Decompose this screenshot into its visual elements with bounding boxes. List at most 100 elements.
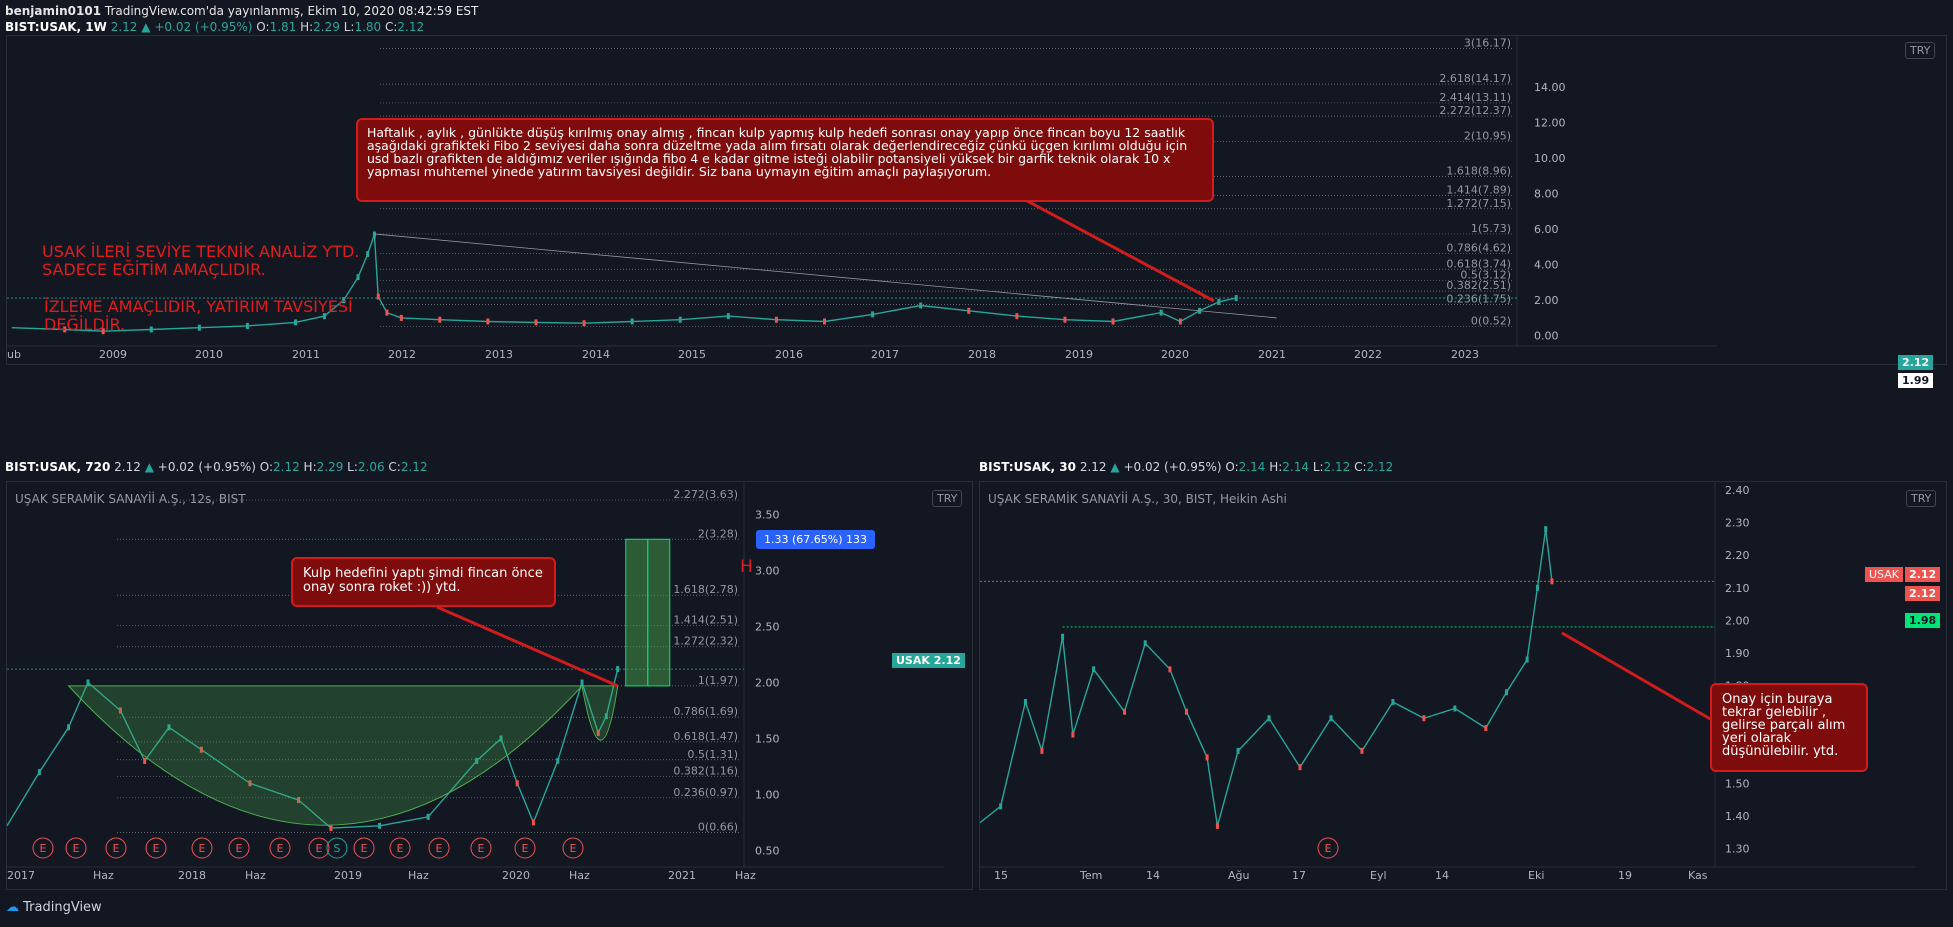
fib-level-label: 1.414(2.51) xyxy=(673,613,738,626)
event-marker xyxy=(145,837,167,859)
tradingview-logo[interactable]: ☁ TradingView xyxy=(6,900,102,915)
x-tick-label: Haz xyxy=(735,869,756,882)
event-marker xyxy=(228,837,250,859)
m30-chart-pane[interactable]: 15Tem14Ağu17Eyl14Eki19Kas1.301.401.501.6… xyxy=(979,481,1947,890)
event-marker xyxy=(1317,837,1339,859)
x-tick-label: 2021 xyxy=(1258,348,1286,361)
onay-note[interactable]: Onay için buraya tekrar gelebilir , geli… xyxy=(1710,683,1868,772)
x-tick-label: 2021 xyxy=(668,869,696,882)
price-point xyxy=(149,326,153,333)
event-marker-label: E xyxy=(522,842,529,855)
event-marker-label: E xyxy=(397,842,404,855)
price-point xyxy=(67,724,71,731)
fib-level-label: 1.618(8.96) xyxy=(1446,165,1511,178)
up-triangle-icon: ▲ xyxy=(144,460,154,474)
event-marker xyxy=(428,837,450,859)
event-marker xyxy=(191,837,213,859)
price-point xyxy=(1453,705,1457,712)
m30-low: 2.12 xyxy=(1323,460,1351,474)
h12-symbol: BIST:USAK, 720 xyxy=(5,460,111,474)
h12-chart-svg[interactable]: 2017 Haz 2018 Haz 2019 Haz 2020 Haz 2021 Haz 0.50 1… xyxy=(7,482,974,891)
price-point xyxy=(596,729,600,736)
y-tick-label: 2.40 xyxy=(1725,484,1750,497)
y-tick-label: 1.40 xyxy=(1725,810,1750,823)
m30-high: 2.14 xyxy=(1282,460,1309,474)
fib-level-label: 0.5(3.12) xyxy=(1460,268,1511,281)
event-marker xyxy=(308,837,330,859)
fib-level-label: 0.382(1.16) xyxy=(673,765,738,778)
footer-brand: TradingView xyxy=(23,900,102,915)
fib-level-label: 2.414(13.11) xyxy=(1439,91,1511,104)
price-point xyxy=(1298,764,1302,771)
price-point xyxy=(372,231,376,238)
x-tick-label: 2019 xyxy=(1065,348,1093,361)
y-tick-label: 2.10 xyxy=(1725,582,1750,595)
publish-header: benjamin0101 TradingView.com'da yayınlan… xyxy=(5,4,478,18)
y-tick-label: 10.00 xyxy=(1534,152,1566,165)
x-tick-label: Tem xyxy=(1079,869,1102,882)
price-point xyxy=(245,322,249,329)
h12-high: 2.29 xyxy=(316,460,344,474)
weekly-low: 1.80 xyxy=(354,20,382,34)
weekly-close: 2.12 xyxy=(397,20,425,34)
price-point xyxy=(322,313,326,320)
weekly-open: 1.81 xyxy=(269,20,297,34)
kulp-note[interactable]: Kulp hedefini yaptı şimdi fincan önce on… xyxy=(291,557,556,607)
y-tick-label: 2.20 xyxy=(1725,549,1750,562)
price-point xyxy=(1159,309,1163,316)
handle-shape xyxy=(581,685,619,741)
h12-title: UŞAK SERAMİK SANAYİİ A.Ş., 12s, BIST xyxy=(15,492,246,506)
y-tick-label: 2.30 xyxy=(1725,517,1750,530)
price-point xyxy=(1015,313,1019,320)
x-tick-label: Haz xyxy=(408,869,429,882)
currency-button[interactable]: TRY xyxy=(932,490,963,507)
price-point xyxy=(630,318,634,325)
price-point xyxy=(1205,754,1209,761)
price-point xyxy=(1267,715,1271,722)
y-tick-label: 2.00 xyxy=(1534,294,1559,307)
weekly-legend: BIST:USAK, 1W 2.12 ▲ +0.02 (+0.95%) O:1.… xyxy=(5,20,425,34)
price-point xyxy=(86,679,90,686)
weekly-last: 2.12 xyxy=(110,20,138,34)
event-marker-label: E xyxy=(236,842,243,855)
currency-button[interactable]: TRY xyxy=(1906,490,1937,507)
x-tick-label: 2010 xyxy=(195,348,223,361)
price-point xyxy=(616,666,620,673)
y-tick-label: 6.00 xyxy=(1534,223,1559,236)
x-tick-label: 2012 xyxy=(388,348,416,361)
x-tick-label: 2020 xyxy=(1161,348,1189,361)
fib-level-label: 0.786(4.62) xyxy=(1446,242,1511,255)
main-analysis-note[interactable]: Haftalık , aylık , günlükte düşüş kırılm… xyxy=(356,118,1214,202)
price-point xyxy=(167,724,171,731)
weekly-chart-svg[interactable]: ub 2009 2010 2011 2012 2013 2014 2015 2016 2017 20… xyxy=(7,36,1948,366)
x-tick-label: 2015 xyxy=(678,348,706,361)
event-marker-label: E xyxy=(199,842,206,855)
x-tick-label: 2017 xyxy=(7,869,35,882)
price-point xyxy=(1329,715,1333,722)
fib-level-label: 1.618(2.78) xyxy=(673,583,738,596)
event-marker-label: E xyxy=(478,842,485,855)
publish-info: TradingView.com'da yayınlanmış, Ekim 10,… xyxy=(104,4,479,18)
author-name[interactable]: benjamin0101 xyxy=(5,4,102,18)
up-triangle-icon: ▲ xyxy=(1110,460,1120,474)
currency-button[interactable]: TRY xyxy=(1905,42,1936,59)
price-point xyxy=(1484,725,1488,732)
h12-chart-pane[interactable]: 2017 Haz 2018 Haz 2019 Haz 2020 Haz 2021 Haz 0.50 1… xyxy=(6,481,973,890)
price-point xyxy=(143,757,147,764)
price-point xyxy=(1184,708,1188,715)
price-point xyxy=(1550,578,1554,585)
fib-level-label: 2.618(14.17) xyxy=(1439,72,1511,85)
price-point xyxy=(580,679,584,686)
price-point xyxy=(967,307,971,314)
y-tick-label: 1.50 xyxy=(1725,777,1750,790)
x-tick-label: Eki xyxy=(1528,869,1544,882)
price-point xyxy=(1217,298,1221,305)
h12-last: 2.12 xyxy=(114,460,141,474)
price-point xyxy=(248,780,252,787)
y-tick-label: 1.50 xyxy=(755,733,780,746)
m30-symbol-tag: USAK xyxy=(1865,567,1903,582)
price-point xyxy=(438,316,442,323)
downtrend-line xyxy=(374,233,1277,319)
weekly-chart-pane[interactable]: ub 2009 2010 2011 2012 2013 2014 2015 2016 2017 20… xyxy=(6,35,1948,388)
x-tick-label: 2011 xyxy=(292,348,320,361)
